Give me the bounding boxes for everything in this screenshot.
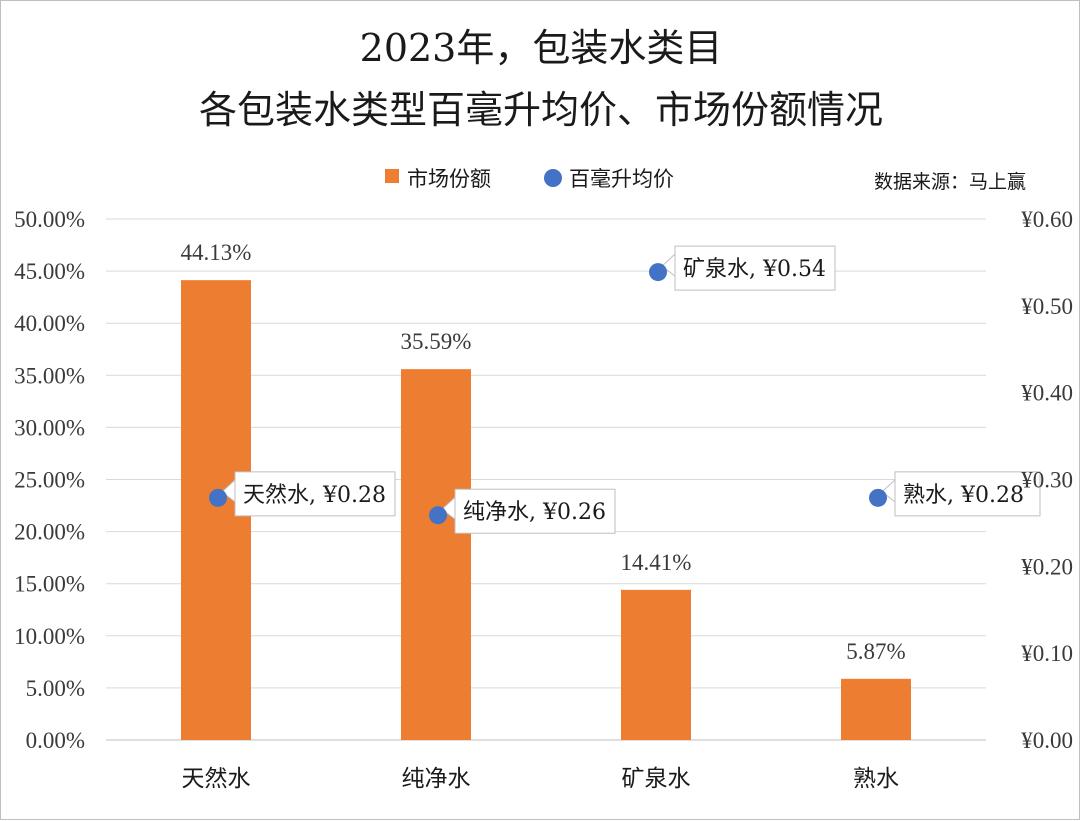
right-axis-tick: ¥0.60 — [1021, 207, 1073, 232]
callout-box — [894, 471, 1041, 517]
left-axis-tick: 50.00% — [14, 207, 85, 232]
point-data-label: 纯净水, ¥0.26 — [463, 500, 606, 525]
right-axis-tick: ¥0.10 — [1021, 641, 1073, 666]
category-label: 纯净水 — [402, 766, 471, 792]
category-label: 矿泉水 — [622, 766, 691, 792]
right-axis-tick: ¥0.50 — [1021, 294, 1073, 319]
left-axis-tick: 25.00% — [14, 468, 85, 493]
left-axis-tick: 10.00% — [14, 624, 85, 649]
bar-data-label: 35.59% — [401, 329, 472, 354]
category-label: 天然水 — [182, 766, 251, 792]
point-data-label: 天然水, ¥0.28 — [243, 483, 386, 508]
callout-box — [674, 245, 836, 291]
point-data-label: 矿泉水, ¥0.54 — [683, 257, 826, 282]
left-axis-tick: 5.00% — [26, 676, 85, 701]
point — [869, 488, 887, 507]
bar-data-label: 14.41% — [621, 550, 692, 575]
bar-data-label: 5.87% — [846, 639, 905, 664]
callout-box — [454, 488, 616, 534]
bar — [841, 678, 911, 740]
chart-subtitle: 各包装水类型百毫升均价、市场份额情况 — [199, 88, 883, 132]
left-axis-tick: 20.00% — [14, 520, 85, 545]
point — [209, 488, 227, 507]
point — [649, 263, 667, 282]
bar — [621, 589, 691, 740]
right-axis-tick: ¥0.20 — [1021, 554, 1073, 579]
bar — [401, 369, 471, 740]
legend-swatch-point — [544, 169, 562, 187]
left-axis-tick: 35.00% — [14, 363, 85, 388]
axis-labels: 0.00% 5.00% 10.00% 15.00% 20.00% 25.00% 30.00%… — [14, 207, 1073, 792]
right-axis-tick: ¥0.40 — [1021, 381, 1073, 406]
point-callout: 天然水, ¥0.28 — [221, 471, 396, 517]
left-axis-tick: 45.00% — [14, 259, 85, 284]
callout-box — [234, 471, 396, 517]
legend: 市场份额 百毫升均价 — [385, 167, 674, 191]
right-axis-tick: ¥0.30 — [1021, 468, 1073, 493]
left-axis-tick: 30.00% — [14, 415, 85, 440]
point-callout: 纯净水, ¥0.26 — [441, 488, 616, 534]
left-axis-tick: 0.00% — [26, 728, 85, 753]
left-axis-tick: 40.00% — [14, 311, 85, 336]
scatter-series: 天然水, ¥0.28 纯净水, ¥0.26 矿泉水, ¥0.54 熟水, ¥0.28 — [209, 245, 1041, 534]
category-label: 熟水 — [853, 766, 899, 792]
chart-title: 2023年，包装水类目 — [360, 26, 723, 70]
point-callout: 熟水, ¥0.28 — [881, 471, 1041, 517]
point-callout: 矿泉水, ¥0.54 — [661, 245, 836, 291]
left-axis-tick: 15.00% — [14, 572, 85, 597]
data-source: 数据来源：马上赢 — [874, 171, 1026, 193]
point-data-label: 熟水, ¥0.28 — [903, 483, 1024, 508]
bar-data-label: 44.13% — [181, 240, 252, 265]
legend-swatch-bar — [385, 169, 399, 183]
point — [429, 506, 447, 525]
legend-label: 百毫升均价 — [569, 167, 674, 191]
right-axis-tick: ¥0.00 — [1021, 728, 1073, 753]
legend-label: 市场份额 — [407, 167, 491, 191]
